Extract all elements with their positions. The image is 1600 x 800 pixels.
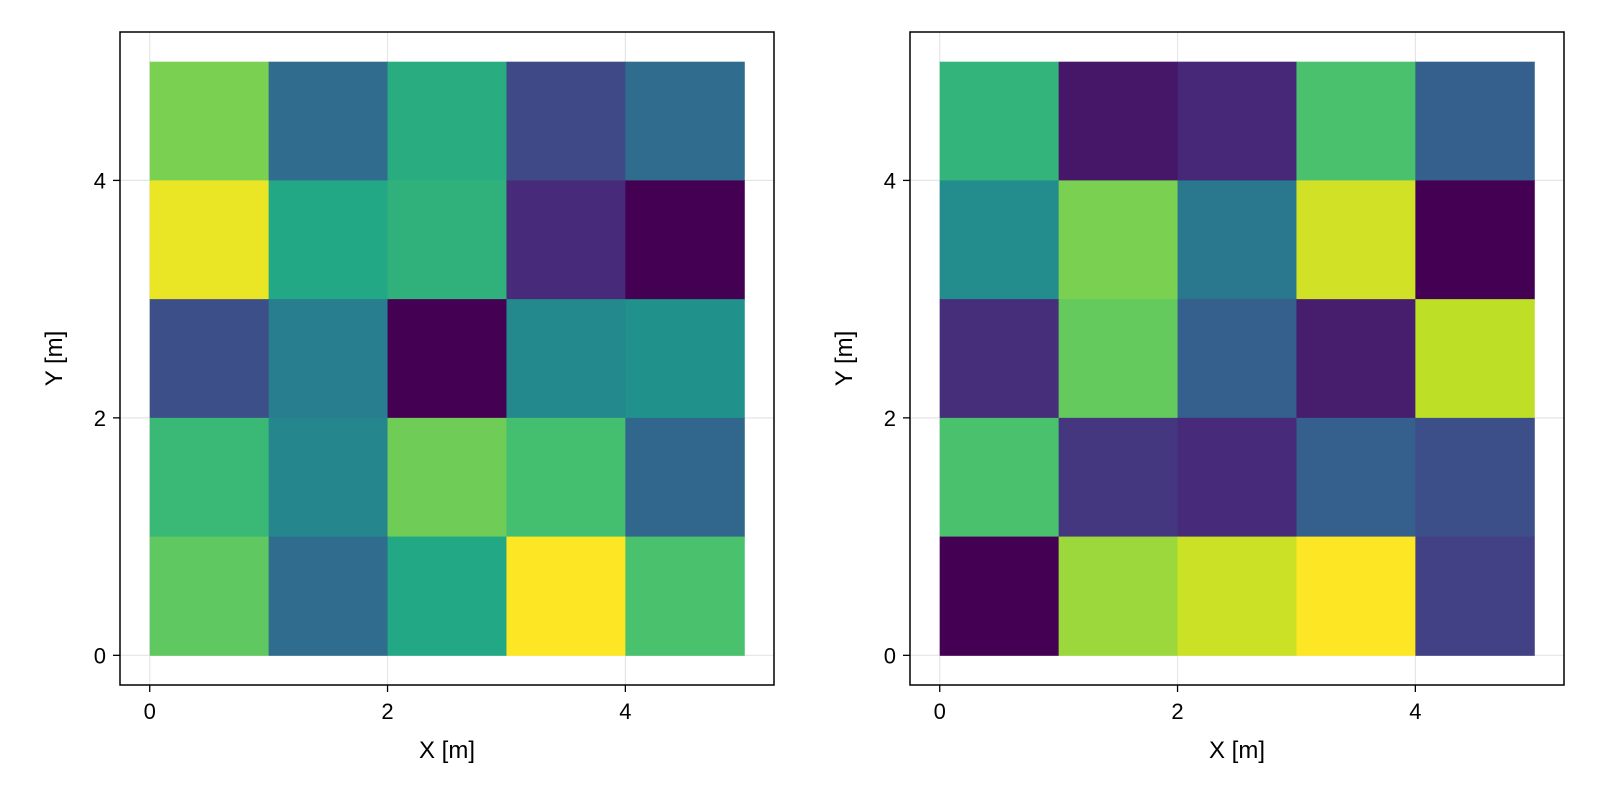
heatmap-cells: [149, 61, 745, 656]
heatmap-cell: [387, 417, 507, 538]
heatmap-cell: [939, 299, 1060, 419]
heatmap-cell: [506, 417, 626, 538]
heatmap-cell: [1296, 299, 1416, 419]
heatmap-cell: [268, 417, 389, 538]
heatmap-cell: [939, 180, 1060, 300]
heatmap-cell: [1296, 180, 1416, 300]
heatmap-cell: [625, 299, 745, 419]
heatmap-cell: [506, 180, 626, 300]
y-axis-label: Y [m]: [41, 331, 68, 387]
heatmap-cell: [1058, 180, 1179, 300]
x-tick-label: 4: [619, 699, 631, 724]
heatmap-cell: [1058, 299, 1179, 419]
heatmap-cell: [625, 61, 745, 181]
heatmap-cell: [506, 299, 626, 419]
heatmap-cell: [1296, 417, 1416, 538]
heatmap-cell: [939, 417, 1060, 538]
heatmap-cell: [268, 180, 389, 300]
axis-ticks: [113, 179, 627, 692]
heatmap-cell: [149, 299, 270, 419]
heatmap-cell: [625, 180, 745, 300]
heatmap-cell: [268, 299, 389, 419]
x-tick-labels: 0 2 4: [934, 699, 1422, 724]
heatmap-cell: [1415, 61, 1535, 181]
x-tick-label: 0: [934, 699, 946, 724]
heatmap-cell: [387, 180, 507, 300]
heatmap-cell: [1058, 417, 1179, 538]
heatmap-cell: [387, 61, 507, 181]
heatmap-cell: [1177, 180, 1297, 300]
axes-frame: [909, 31, 1565, 686]
heatmap-cell: [1177, 61, 1297, 181]
x-tick-label: 2: [381, 699, 393, 724]
heatmap-cell: [1415, 299, 1535, 419]
y-tick-labels: 0 2 4: [884, 168, 896, 668]
axis-ticks: [903, 179, 1417, 692]
heatmap-cell: [1177, 299, 1297, 419]
heatmap-cell: [1058, 61, 1179, 181]
heatmap-cell: [1058, 536, 1179, 656]
heatmap-cell: [1296, 536, 1416, 656]
heatmap-cell: [387, 299, 507, 419]
heatmap-cell: [387, 536, 507, 656]
heatmap-cell: [149, 61, 270, 181]
heatmap-cells: [939, 61, 1535, 656]
x-axis-label: X [m]: [1209, 737, 1265, 764]
heatmap-cell: [149, 417, 270, 538]
heatmap-cell: [1177, 536, 1297, 656]
heatmap-cell: [149, 536, 270, 656]
heatmap-cell: [149, 180, 270, 300]
heatmap-cell: [268, 61, 389, 181]
heatmap-cell: [506, 61, 626, 181]
heatmap-cell: [1415, 417, 1535, 538]
heatmap-cell: [939, 536, 1060, 656]
heatmap-cell: [506, 536, 626, 656]
heatmap-cell: [625, 417, 745, 538]
x-tick-label: 2: [1171, 699, 1183, 724]
heatmap-cell: [1177, 417, 1297, 538]
y-axis-label: Y [m]: [831, 331, 858, 387]
heatmap-cell: [939, 61, 1060, 181]
heatmap-cell: [1415, 180, 1535, 300]
y-tick-label: 4: [94, 168, 106, 193]
y-tick-label: 2: [884, 406, 896, 431]
axes-frame: [119, 31, 775, 686]
heatmap-panel-left: 0 2 4 0 2 4 X [m] Y [m]: [41, 31, 775, 764]
y-tick-label: 0: [884, 643, 896, 668]
y-tick-labels: 0 2 4: [94, 168, 106, 668]
heatmap-panel-right: 0 2 4 0 2 4 X [m] Y [m]: [831, 31, 1565, 764]
y-tick-label: 4: [884, 168, 896, 193]
x-tick-label: 0: [144, 699, 156, 724]
x-tick-label: 4: [1409, 699, 1421, 724]
heatmap-cell: [1296, 61, 1416, 181]
x-tick-labels: 0 2 4: [144, 699, 632, 724]
heatmap-cell: [1415, 536, 1535, 656]
y-tick-label: 2: [94, 406, 106, 431]
heatmap-cell: [268, 536, 389, 656]
x-axis-label: X [m]: [419, 737, 475, 764]
y-tick-label: 0: [94, 643, 106, 668]
heatmap-cell: [625, 536, 745, 656]
